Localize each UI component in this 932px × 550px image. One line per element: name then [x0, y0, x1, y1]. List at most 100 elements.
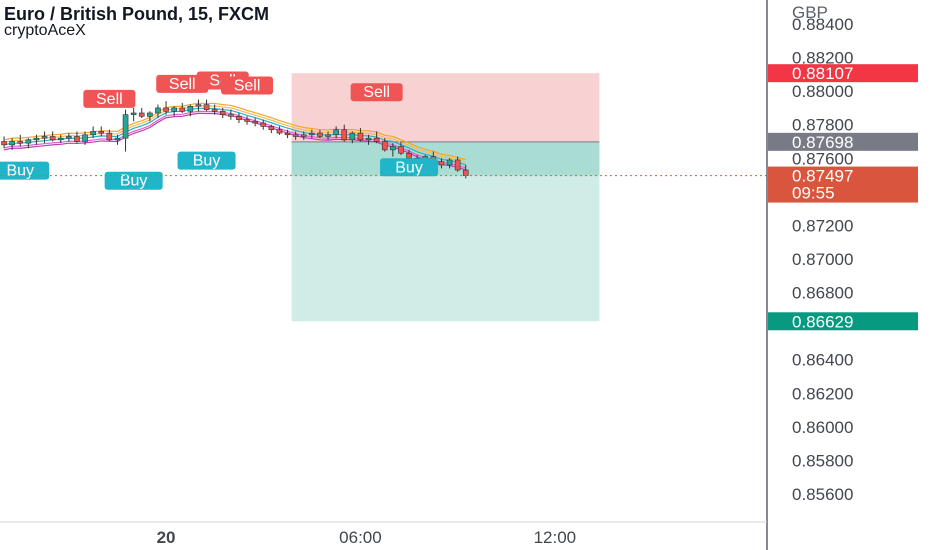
x-tick-label: 06:00 — [339, 528, 382, 547]
signal-box — [221, 76, 274, 95]
candle-body — [244, 119, 250, 122]
candle — [66, 133, 72, 142]
candle-body — [195, 104, 202, 107]
tag-value: 0.87698 — [792, 133, 853, 152]
candle — [309, 129, 315, 139]
upper-band-inner — [3, 105, 466, 163]
candle — [381, 138, 388, 152]
candle — [300, 131, 307, 140]
candle-body — [349, 132, 356, 141]
candle-body — [268, 126, 275, 131]
candle-body — [114, 137, 121, 141]
signal-text: Buy — [120, 173, 148, 190]
candle-body — [41, 136, 48, 139]
candle-body — [122, 114, 129, 139]
candle-body — [163, 107, 169, 112]
buy-signal: Buy — [380, 158, 439, 177]
candle — [252, 118, 258, 127]
candle — [163, 101, 169, 115]
candle — [260, 119, 267, 130]
candle-body — [373, 137, 380, 142]
signal-box — [104, 171, 163, 190]
candle-body — [219, 110, 226, 115]
candle — [276, 126, 283, 135]
tag-value: 0.88107 — [792, 64, 853, 83]
candle — [438, 158, 445, 169]
candle — [325, 131, 331, 140]
signal-box — [177, 151, 236, 170]
candle-body — [25, 139, 32, 144]
tag-box — [768, 64, 918, 83]
candle-body — [300, 134, 307, 137]
y-tick-label: 0.87000 — [792, 250, 853, 269]
candle — [114, 134, 121, 145]
signal-text: Sell — [96, 91, 123, 108]
candle-body — [179, 107, 186, 112]
candle-body — [17, 141, 24, 144]
candle — [228, 109, 234, 120]
candle — [33, 134, 40, 145]
candle-body — [171, 107, 177, 112]
candle-body — [203, 104, 210, 110]
time-axis[interactable]: 20 06:00 12:00 — [157, 528, 577, 547]
candle — [155, 104, 161, 118]
candle-body — [284, 132, 291, 136]
lower-band-inner — [3, 110, 466, 169]
upper-band-outer — [3, 102, 466, 161]
y-tick-label: 0.85600 — [792, 485, 853, 504]
candle — [122, 109, 129, 152]
candle-body — [211, 109, 218, 112]
candle-body — [138, 112, 145, 117]
lower-band-outer — [3, 112, 466, 171]
author-name: cryptoAceX — [4, 22, 86, 39]
candle-body — [260, 122, 267, 127]
candle-body — [236, 116, 242, 120]
y-tick-label: 0.86200 — [792, 384, 853, 403]
signal-box — [380, 158, 439, 177]
candle-body — [438, 161, 445, 166]
candle-body — [74, 136, 80, 142]
candle-body — [381, 141, 388, 151]
y-tick-label: 0.87200 — [792, 216, 853, 235]
candle-body — [66, 136, 72, 139]
candle-body — [333, 129, 339, 136]
buy-signal: Buy — [104, 171, 163, 190]
sell-signal: Sell — [221, 76, 274, 95]
signal-box — [350, 83, 403, 102]
candle-body — [82, 134, 88, 142]
candle-body — [155, 107, 161, 114]
sell-signal: Sell — [156, 74, 209, 93]
candle — [211, 104, 218, 115]
price-axis[interactable]: GBP0.884000.882000.880000.878000.876000.… — [792, 3, 853, 504]
sell-signal: Sell — [83, 89, 136, 108]
signal-text: Buy — [395, 159, 423, 176]
candle-body — [317, 132, 323, 137]
candle — [74, 131, 80, 144]
candle-body — [406, 152, 412, 159]
candle — [373, 131, 380, 144]
y-tick-label: 0.88000 — [792, 82, 853, 101]
profit-zone — [291, 141, 600, 176]
candle-body — [228, 114, 234, 117]
candle-body — [187, 105, 194, 112]
x-tick-label: 20 — [157, 528, 176, 547]
candle-body — [106, 132, 113, 141]
candle — [341, 124, 348, 142]
candle-body — [9, 141, 15, 146]
candle — [236, 112, 242, 124]
candle — [179, 102, 186, 113]
candle-body — [276, 129, 283, 134]
candle-body — [462, 169, 469, 176]
candle-body — [98, 131, 105, 134]
indicator-bands — [3, 102, 466, 171]
candle — [106, 129, 113, 142]
candle — [130, 107, 137, 122]
candle — [317, 129, 323, 139]
middle-band — [3, 107, 466, 166]
candle-body — [147, 112, 153, 117]
candle — [333, 126, 339, 139]
candle-body — [341, 129, 348, 141]
candle-body — [446, 159, 453, 166]
